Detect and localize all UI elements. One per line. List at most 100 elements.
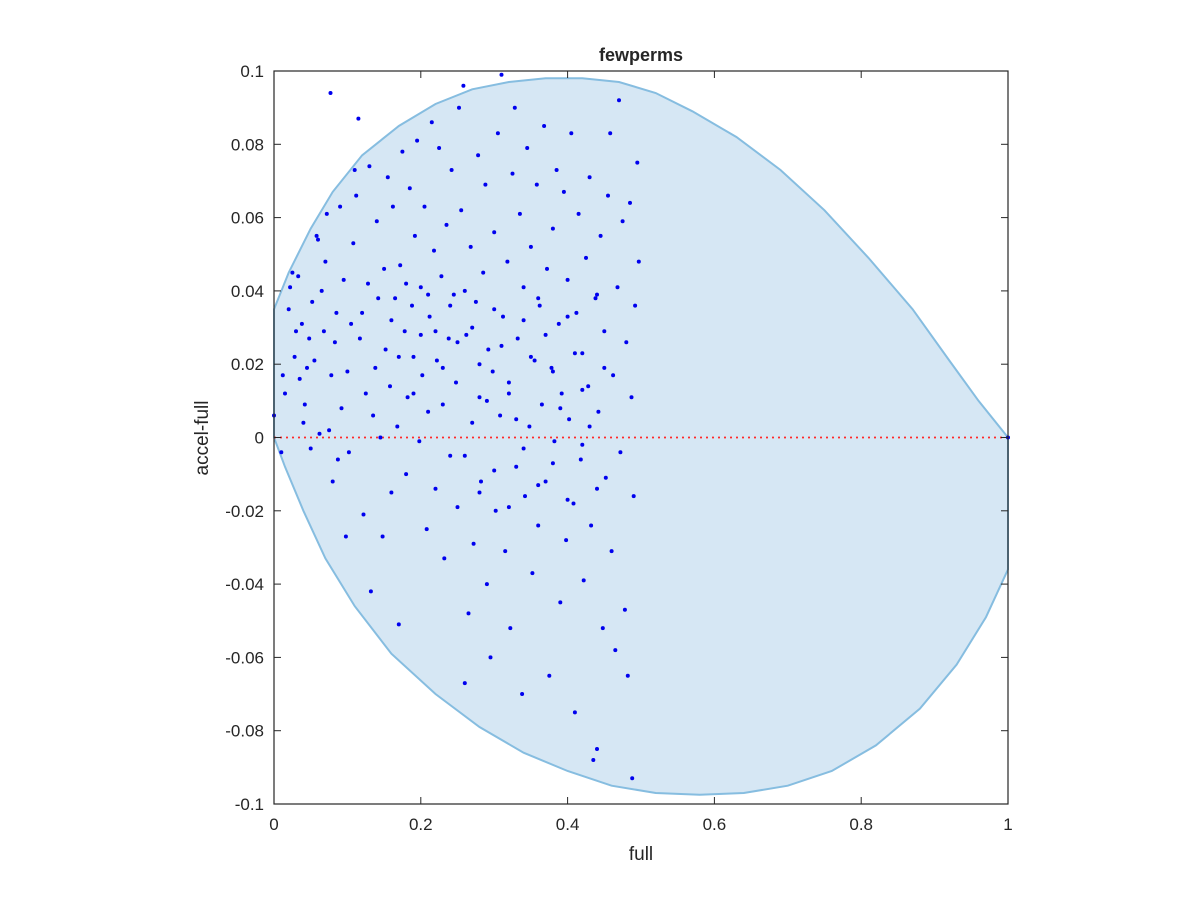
data-point xyxy=(490,369,495,374)
data-point xyxy=(466,611,471,616)
data-point xyxy=(301,420,306,425)
data-point xyxy=(600,626,605,631)
data-point xyxy=(523,494,527,499)
data-point xyxy=(449,168,454,172)
data-point xyxy=(532,358,537,363)
data-point xyxy=(506,380,511,385)
data-point xyxy=(580,387,585,392)
data-point xyxy=(514,417,519,422)
data-point xyxy=(440,402,445,407)
data-point xyxy=(334,310,339,315)
data-point xyxy=(294,329,298,334)
data-point xyxy=(288,285,293,290)
data-point xyxy=(499,72,504,77)
data-point xyxy=(515,336,520,341)
data-point xyxy=(505,259,510,264)
data-point xyxy=(367,164,372,169)
data-point xyxy=(633,303,638,308)
data-point xyxy=(534,182,539,187)
data-point xyxy=(407,186,412,191)
y-tick-label: 0.06 xyxy=(231,209,264,228)
data-point xyxy=(528,244,533,249)
data-point xyxy=(324,211,329,216)
y-tick-label: -0.1 xyxy=(235,795,264,814)
data-point xyxy=(543,332,548,337)
data-point xyxy=(426,292,431,297)
data-point xyxy=(615,285,620,290)
data-point xyxy=(279,450,284,455)
data-point xyxy=(429,120,434,125)
data-point xyxy=(461,83,466,88)
y-tick-label: 0.04 xyxy=(231,282,264,301)
data-point xyxy=(319,288,324,293)
data-point xyxy=(495,131,500,136)
data-point xyxy=(410,303,414,308)
data-point xyxy=(636,259,641,264)
data-point xyxy=(361,512,366,517)
data-point xyxy=(389,490,394,495)
data-point xyxy=(545,266,549,271)
data-point xyxy=(307,336,312,341)
data-point xyxy=(376,296,381,301)
x-axis-ticks: 0 0.2 0.4 0.6 0.8 1 xyxy=(269,71,1013,834)
data-point xyxy=(580,442,585,447)
data-point xyxy=(373,365,378,370)
data-point xyxy=(501,314,505,319)
y-tick-label: 0.08 xyxy=(231,135,264,154)
data-point xyxy=(446,336,451,341)
data-point xyxy=(462,681,467,686)
x-tick-label: 0.6 xyxy=(703,815,727,834)
data-point xyxy=(567,417,572,422)
data-point xyxy=(418,285,423,290)
data-point xyxy=(572,351,577,356)
data-point xyxy=(558,406,563,411)
data-point xyxy=(427,314,432,319)
data-point xyxy=(565,497,570,502)
data-point xyxy=(341,277,346,282)
data-point xyxy=(400,149,405,154)
data-point xyxy=(335,457,340,462)
x-tick-label: 0 xyxy=(269,815,278,834)
data-point xyxy=(286,307,291,312)
data-point xyxy=(393,296,398,301)
data-point xyxy=(395,424,400,429)
data-point xyxy=(506,505,511,510)
data-point xyxy=(591,758,596,762)
data-point xyxy=(343,534,348,539)
data-point xyxy=(628,200,632,205)
data-point xyxy=(602,365,607,370)
data-point xyxy=(565,277,570,282)
data-point xyxy=(521,285,526,290)
data-point xyxy=(625,673,630,678)
data-point xyxy=(420,373,425,378)
data-point xyxy=(536,483,541,488)
data-point xyxy=(434,358,439,363)
data-point xyxy=(498,413,503,418)
data-point xyxy=(411,391,416,396)
data-point xyxy=(606,193,610,198)
data-point xyxy=(543,479,548,484)
data-point xyxy=(330,479,335,484)
data-point xyxy=(349,321,354,326)
data-point xyxy=(444,222,449,227)
data-point xyxy=(368,589,373,594)
data-point xyxy=(576,211,581,216)
data-point xyxy=(290,270,295,275)
data-point xyxy=(527,424,532,429)
x-tick-label: 1 xyxy=(1003,815,1012,834)
data-point xyxy=(455,340,460,345)
data-point xyxy=(439,274,444,279)
y-tick-label: -0.08 xyxy=(225,722,264,741)
data-point xyxy=(380,534,385,539)
data-point xyxy=(415,138,420,143)
data-point xyxy=(323,259,328,264)
data-point xyxy=(448,303,453,308)
data-point xyxy=(352,168,357,172)
data-point xyxy=(620,219,625,224)
data-point xyxy=(569,131,574,136)
data-point xyxy=(297,376,302,381)
data-point xyxy=(378,435,383,440)
data-point xyxy=(530,571,535,576)
y-axis-ticks: -0.1 -0.08 -0.06 -0.04 -0.02 0 0.02 0.04 0.06 0.0… xyxy=(225,62,1008,814)
data-point xyxy=(572,710,577,715)
